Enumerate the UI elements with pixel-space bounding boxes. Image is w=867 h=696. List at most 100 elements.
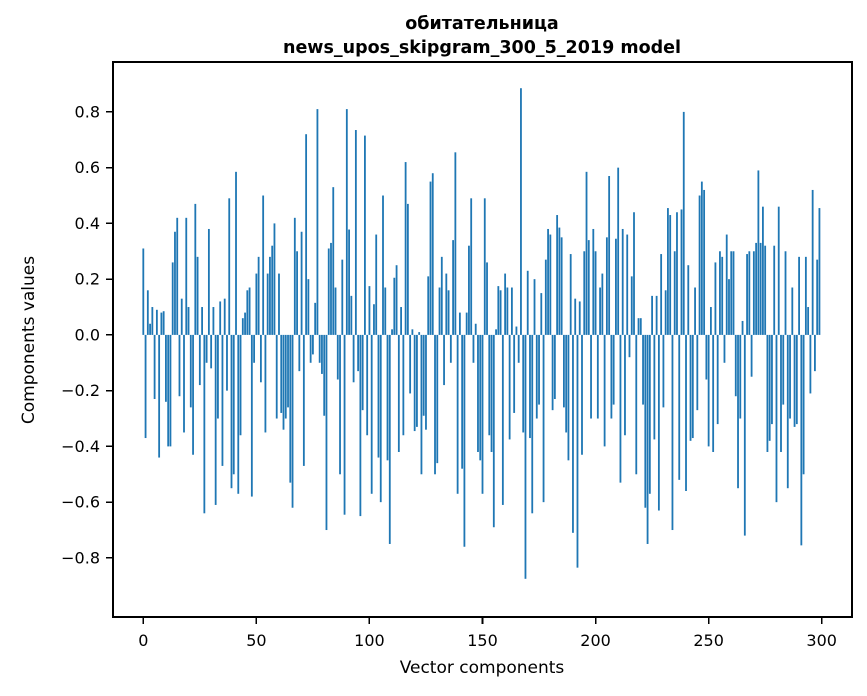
bar xyxy=(388,334,391,544)
bar xyxy=(630,276,633,335)
bar xyxy=(413,334,416,432)
bar xyxy=(524,334,527,579)
bar xyxy=(651,295,653,335)
bar xyxy=(599,287,601,335)
bar xyxy=(504,273,507,335)
bar xyxy=(816,259,819,335)
bar xyxy=(185,217,188,335)
bar xyxy=(795,334,798,425)
bar xyxy=(384,287,387,335)
bar xyxy=(737,334,739,489)
bar xyxy=(357,334,360,372)
bar xyxy=(312,334,314,355)
bar xyxy=(610,334,613,419)
bar xyxy=(386,334,389,461)
bar xyxy=(587,240,590,335)
bar xyxy=(470,198,473,335)
bar xyxy=(196,256,199,335)
bar xyxy=(228,198,231,335)
bar xyxy=(655,295,658,335)
bar xyxy=(262,195,265,335)
bar xyxy=(563,334,565,408)
bar xyxy=(144,334,147,439)
bar xyxy=(558,227,561,335)
bar xyxy=(194,203,197,335)
bar xyxy=(259,334,262,383)
bar xyxy=(361,334,364,411)
bar xyxy=(454,152,457,335)
bar xyxy=(339,334,341,475)
bar xyxy=(431,173,434,335)
y-tick-label: 0.0 xyxy=(75,325,100,344)
bar xyxy=(689,334,692,441)
bar xyxy=(633,212,635,335)
bar xyxy=(472,334,475,363)
bar xyxy=(377,334,380,458)
bar xyxy=(642,334,644,405)
bar xyxy=(515,326,518,335)
bar xyxy=(350,295,353,335)
bar xyxy=(409,334,412,394)
bar xyxy=(572,334,574,533)
bar xyxy=(364,135,366,335)
bar xyxy=(393,277,396,335)
bar xyxy=(375,234,378,335)
bar xyxy=(574,298,577,335)
bar xyxy=(592,228,595,335)
bar xyxy=(440,256,443,335)
bar xyxy=(522,334,525,433)
bar xyxy=(235,171,237,335)
y-tick-label: −0.8 xyxy=(61,548,100,567)
y-tick-label: −0.2 xyxy=(61,381,100,400)
bar xyxy=(183,334,185,433)
y-tick-label: 0.2 xyxy=(75,270,100,289)
bar xyxy=(146,290,149,335)
x-tick-label: 0 xyxy=(138,631,148,650)
bar xyxy=(732,251,735,335)
bar xyxy=(370,334,373,494)
bar xyxy=(644,334,647,508)
bar xyxy=(189,334,192,408)
ticks-group: 0 50 100 150 200 250 300 −0.8 −0.6 −0.4 −0.2 0.0 0.2… xyxy=(61,102,837,650)
bar xyxy=(549,234,552,335)
bar xyxy=(490,334,493,452)
bar xyxy=(298,334,301,372)
bar xyxy=(359,334,362,517)
bar xyxy=(766,334,769,452)
bar xyxy=(520,88,522,335)
bar xyxy=(373,304,375,335)
y-axis-label: Components values xyxy=(19,256,39,424)
bar xyxy=(341,259,344,335)
bar xyxy=(316,109,319,335)
bar xyxy=(207,228,210,335)
bar xyxy=(379,334,382,503)
bar xyxy=(291,334,294,508)
bar xyxy=(309,334,312,363)
bar xyxy=(167,334,170,447)
bar xyxy=(510,287,513,335)
bar xyxy=(456,334,459,494)
bar xyxy=(615,238,617,335)
bar xyxy=(746,254,748,335)
bar xyxy=(601,273,604,335)
bar xyxy=(153,334,156,400)
bar xyxy=(696,334,699,411)
bar xyxy=(354,130,357,335)
bar xyxy=(151,307,154,335)
bar xyxy=(257,256,260,335)
bar xyxy=(667,208,669,335)
bar xyxy=(540,293,543,335)
bar xyxy=(730,251,733,335)
bar xyxy=(789,334,791,419)
bar xyxy=(538,334,540,405)
bar xyxy=(244,312,246,335)
bar xyxy=(612,334,615,405)
bar xyxy=(192,334,194,455)
bar xyxy=(293,217,296,335)
bar xyxy=(721,256,724,335)
bar xyxy=(771,334,773,425)
bar xyxy=(250,334,253,497)
bar xyxy=(605,237,608,335)
bar xyxy=(551,334,554,411)
bar xyxy=(302,334,305,466)
